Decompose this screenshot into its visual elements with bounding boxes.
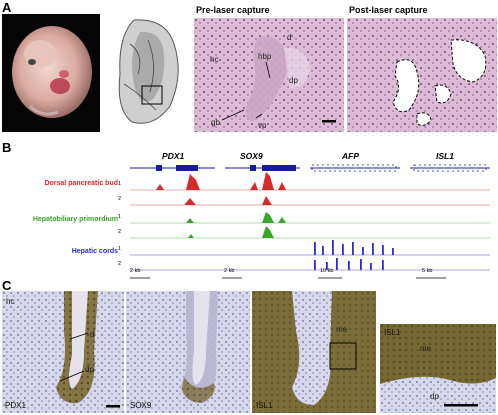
post-laser-title: Post-laser capture — [349, 5, 428, 15]
panel-b-letter: B — [2, 140, 12, 155]
embryo-photo — [2, 14, 100, 132]
panel-c-letter: C — [2, 278, 12, 293]
gene-model-sox9 — [225, 165, 300, 171]
gene-pdx1: PDX1 — [162, 151, 185, 161]
label-dp-a: dp — [289, 76, 298, 85]
label-hc-c: hc — [6, 297, 15, 306]
label-hbp: hbp — [258, 52, 272, 61]
genome-tracks — [130, 164, 490, 279]
track-hepatic — [130, 240, 490, 271]
label-vp: vp — [258, 121, 267, 130]
label-gb: gb — [211, 118, 220, 127]
stain-isl1-zoom: ISL1 — [384, 328, 401, 337]
gene-model-afp — [310, 164, 400, 172]
gene-model-isl1 — [410, 164, 490, 172]
pre-laser-leaders — [221, 61, 336, 123]
ihc-isl1-image — [252, 291, 376, 413]
label-dp-c: dp — [85, 365, 94, 374]
gene-isl1: ISL1 — [436, 151, 454, 161]
rep-dorsal-2: 2 — [118, 196, 122, 202]
rep-hepatobiliary-2: 2 — [118, 229, 122, 235]
rep-hepatobiliary-1: 1 — [118, 214, 122, 220]
label-me-c: me — [336, 325, 348, 334]
scale-text-4: 5 kb — [422, 268, 433, 274]
track-label-dorsal: Dorsal pancreatic bud — [44, 180, 118, 187]
label-d-c: d — [90, 330, 95, 339]
ihc-sox9-image — [126, 291, 250, 413]
stain-pdx1: PDX1 — [5, 401, 26, 410]
panel-a-letter: A — [2, 0, 12, 15]
label-dp-zoom: dp — [430, 392, 439, 401]
label-hc-a: hc — [210, 55, 219, 64]
gene-sox9: SOX9 — [240, 151, 263, 161]
rep-hepatic-1: 1 — [118, 246, 122, 252]
gene-model-pdx1 — [130, 165, 215, 171]
rep-hepatic-2: 2 — [118, 261, 122, 267]
rep-dorsal-1: 1 — [118, 181, 122, 187]
label-d-a: d — [287, 33, 292, 42]
track-label-hepatobiliary: Hepatobiliary primordium — [32, 216, 118, 223]
post-laser-image — [347, 18, 497, 132]
track-dorsal — [130, 172, 490, 206]
section-overview — [104, 14, 190, 132]
track-label-hepatic: Hepatic cords — [71, 248, 118, 255]
scale-text-3: 10 kb — [320, 268, 334, 274]
stain-sox9: SOX9 — [130, 401, 152, 410]
scale-text-1: 2 kb — [130, 268, 141, 274]
stain-isl1: ISL1 — [256, 401, 273, 410]
ihc-pdx1-image — [2, 291, 124, 413]
ihc-isl1-zoom-image — [380, 324, 496, 413]
track-hepatobiliary — [130, 212, 490, 239]
pre-laser-title: Pre-laser capture — [196, 5, 270, 15]
gene-afp: AFP — [342, 151, 359, 161]
scale-text-2: 2 kb — [224, 268, 235, 274]
label-me-zoom: me — [420, 344, 432, 353]
